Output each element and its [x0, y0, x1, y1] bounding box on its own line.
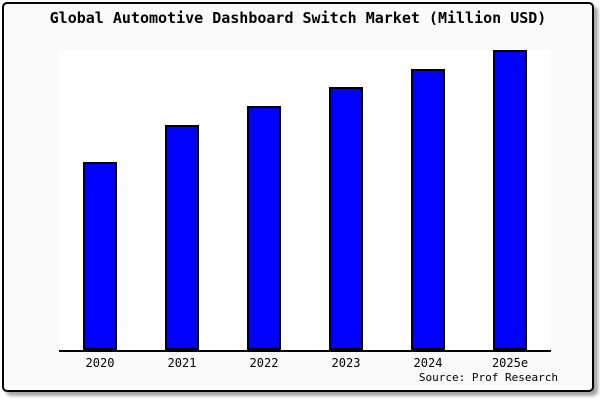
- bar-slot: [59, 50, 141, 350]
- bar-slot: [141, 50, 223, 350]
- bar-2023: [329, 86, 363, 350]
- x-tick-label: 2025e: [491, 356, 529, 370]
- bar-slot: [223, 50, 305, 350]
- bar-2021: [165, 124, 199, 350]
- chart-title: Global Automotive Dashboard Switch Marke…: [49, 9, 547, 27]
- bar-slot: [387, 50, 469, 350]
- bar-2020: [83, 161, 117, 350]
- x-tick-label: 2020: [85, 356, 115, 370]
- bar-2024: [411, 68, 445, 350]
- bar-2022: [247, 105, 281, 350]
- x-tick-label: 2023: [331, 356, 361, 370]
- bar-slot: [469, 50, 551, 350]
- plot-area: [59, 50, 551, 352]
- x-tick-label: 2024: [413, 356, 443, 370]
- source-credit: Source: Prof Research: [418, 371, 558, 384]
- x-axis-labels: 2020 2021 2022 2023 2024 2025e: [59, 356, 551, 370]
- bar-slot: [305, 50, 387, 350]
- chart-frame: Global Automotive Dashboard Switch Marke…: [2, 2, 594, 392]
- x-tick-label: 2022: [249, 356, 279, 370]
- bar-2025e: [493, 50, 527, 350]
- x-tick-label: 2021: [167, 356, 197, 370]
